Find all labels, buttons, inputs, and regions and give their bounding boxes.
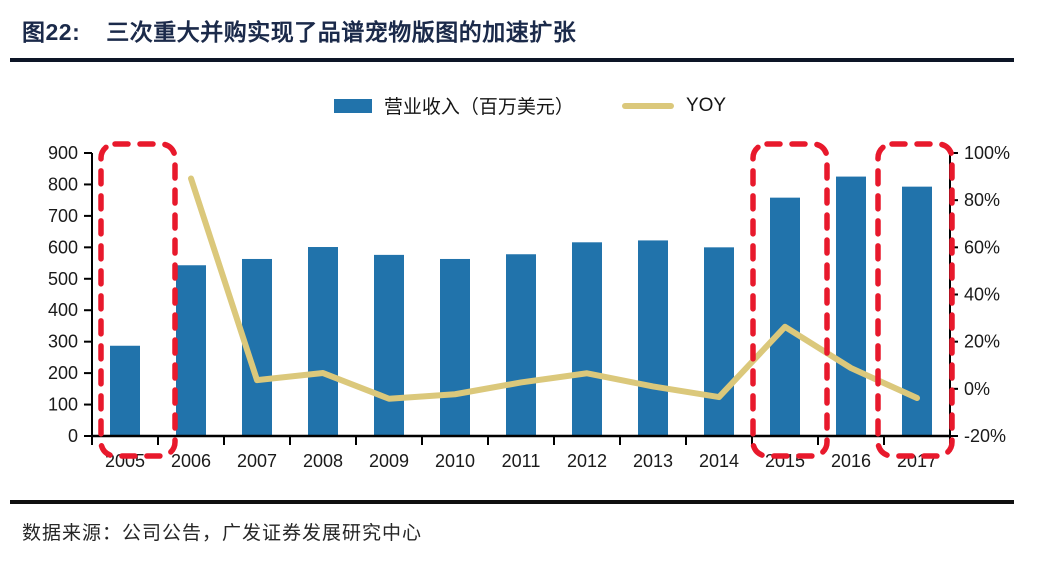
bar-2008	[308, 247, 338, 436]
x-label-2016: 2016	[831, 451, 871, 471]
bar-2009	[374, 254, 404, 436]
left-tick-label: 200	[48, 363, 78, 383]
figure-number: 图22:	[22, 19, 81, 45]
x-label-2011: 2011	[502, 451, 541, 471]
figure-title: 三次重大并购实现了品谱宠物版图的加速扩张	[106, 19, 577, 45]
bar-2010	[440, 258, 470, 436]
x-label-2009: 2009	[369, 451, 409, 471]
x-label-2008: 2008	[303, 451, 343, 471]
right-tick-label: 100%	[964, 143, 1010, 163]
highlight-box-2005	[98, 141, 178, 459]
bar-2013	[638, 240, 668, 436]
bar-2016	[836, 176, 866, 437]
bar-2015	[770, 197, 800, 436]
highlight-box-2015	[750, 141, 830, 459]
source-text: 数据来源：公司公告，广发证券发展研究中心	[22, 523, 423, 544]
footer-divider	[10, 500, 1014, 504]
left-tick-label: 600	[48, 237, 78, 257]
left-tick-label: 400	[48, 300, 78, 320]
bar-2014	[704, 247, 734, 436]
right-tick-label: -20%	[964, 426, 1006, 446]
left-tick-label: 500	[48, 269, 78, 289]
left-tick-label: 0	[68, 426, 78, 446]
x-label-2014: 2014	[699, 451, 739, 471]
right-tick-label: 0%	[964, 379, 990, 399]
chart-legend: 营业收入（百万美元） YOY	[0, 92, 1060, 119]
figure-title-row: 图22: 三次重大并购实现了品谱宠物版图的加速扩张	[22, 13, 576, 47]
bar-swatch-icon	[333, 98, 372, 113]
right-tick-label: 40%	[964, 285, 1000, 305]
left-tick-label: 300	[48, 332, 78, 352]
right-tick-label: 20%	[964, 332, 1000, 352]
x-label-2007: 2007	[237, 451, 277, 471]
left-tick-label: 800	[48, 174, 78, 194]
legend-item-revenue: 营业收入（百万美元）	[333, 92, 574, 119]
x-label-2006: 2006	[171, 451, 211, 471]
x-label-2013: 2013	[633, 451, 673, 471]
left-tick-label: 100	[48, 395, 78, 415]
highlight-box-2017	[875, 141, 955, 459]
bar-2012	[572, 242, 602, 436]
right-tick-label: 80%	[964, 190, 1000, 210]
x-label-2010: 2010	[435, 451, 475, 471]
left-tick-label: 700	[48, 206, 78, 226]
bar-2006	[176, 265, 206, 436]
legend-revenue-label: 营业收入（百万美元）	[383, 97, 574, 118]
legend-item-yoy: YOY	[621, 94, 727, 117]
right-tick-label: 60%	[964, 237, 1000, 257]
legend-yoy-label: YOY	[685, 94, 727, 116]
title-divider	[10, 58, 1014, 62]
left-tick-label: 900	[48, 143, 78, 163]
bar-2005	[110, 345, 140, 436]
x-label-2012: 2012	[567, 451, 607, 471]
line-swatch-icon	[621, 102, 674, 109]
bar-2011	[506, 254, 536, 436]
yoy-line	[188, 175, 920, 402]
